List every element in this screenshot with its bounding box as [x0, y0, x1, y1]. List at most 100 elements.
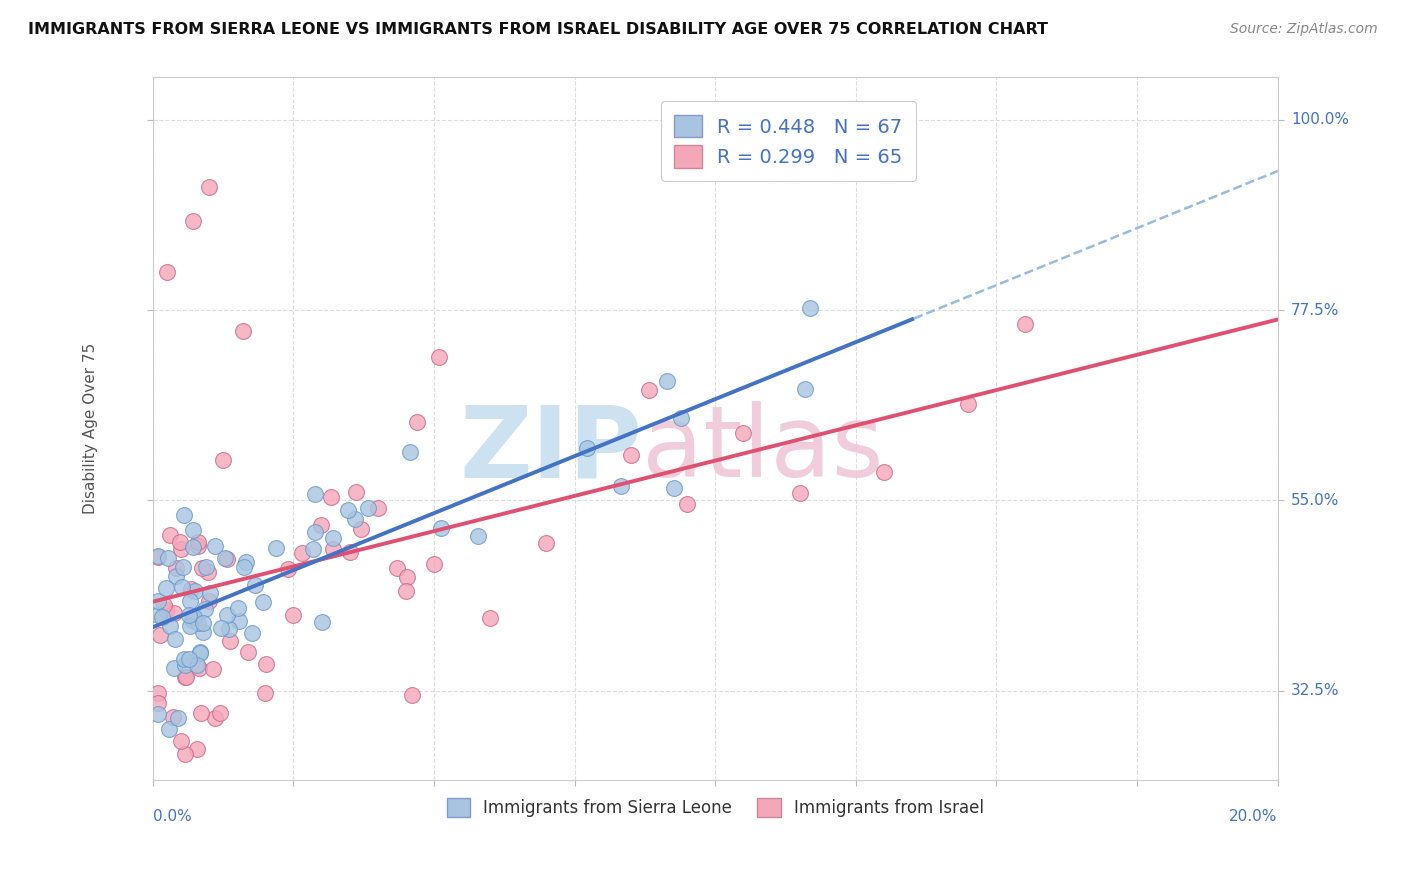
Point: [183, 214, 205, 228]
Point: [610, 479, 633, 493]
Point: [209, 621, 232, 635]
Point: [344, 512, 367, 526]
Point: [204, 539, 226, 553]
Point: [427, 350, 450, 364]
Point: [232, 324, 254, 338]
Point: [157, 550, 180, 565]
Point: [277, 562, 299, 576]
Point: [638, 384, 661, 398]
Point: [733, 426, 755, 441]
Point: [174, 747, 197, 761]
Point: [148, 706, 170, 721]
Point: [179, 593, 201, 607]
Text: 32.5%: 32.5%: [1291, 683, 1340, 698]
Point: [179, 619, 201, 633]
Point: [252, 595, 274, 609]
Point: [148, 685, 170, 699]
Point: [395, 583, 418, 598]
Point: [395, 570, 418, 584]
Text: Source: ZipAtlas.com: Source: ZipAtlas.com: [1230, 22, 1378, 37]
Text: IMMIGRANTS FROM SIERRA LEONE VS IMMIGRANTS FROM ISRAEL DISABILITY AGE OVER 75 CO: IMMIGRANTS FROM SIERRA LEONE VS IMMIGRAN…: [28, 22, 1047, 37]
Point: [198, 585, 221, 599]
Point: [163, 661, 186, 675]
Text: 20.0%: 20.0%: [1229, 809, 1278, 824]
Point: [536, 536, 558, 550]
Point: [240, 626, 263, 640]
Point: [304, 487, 326, 501]
Point: [357, 501, 380, 516]
Point: [180, 613, 202, 627]
Point: [202, 662, 225, 676]
Point: [212, 452, 235, 467]
Text: atlas: atlas: [643, 401, 884, 498]
Point: [228, 615, 250, 629]
Text: 55.0%: 55.0%: [1291, 493, 1340, 508]
Point: [662, 481, 685, 495]
Point: [254, 657, 277, 672]
Point: [957, 397, 980, 411]
Point: [873, 465, 896, 479]
Point: [167, 710, 190, 724]
Point: [173, 652, 195, 666]
Point: [467, 528, 489, 542]
Point: [150, 610, 173, 624]
Point: [233, 559, 256, 574]
Point: [657, 374, 679, 388]
Point: [188, 644, 211, 658]
Point: [236, 644, 259, 658]
Point: [187, 616, 209, 631]
Point: [191, 625, 214, 640]
Point: [794, 382, 817, 396]
Point: [174, 670, 197, 684]
Point: [1014, 317, 1036, 331]
Point: [149, 628, 172, 642]
Point: [162, 710, 184, 724]
Point: [173, 508, 195, 522]
Point: [406, 415, 429, 429]
Point: [148, 550, 170, 565]
Point: [669, 410, 692, 425]
Point: [264, 541, 287, 555]
Point: [195, 560, 218, 574]
Point: [165, 568, 187, 582]
Point: [180, 582, 202, 596]
Point: [186, 657, 208, 672]
Point: [177, 652, 200, 666]
Point: [188, 661, 211, 675]
Point: [155, 603, 177, 617]
Text: 77.5%: 77.5%: [1291, 302, 1340, 318]
Point: [198, 594, 221, 608]
Point: [423, 557, 446, 571]
Point: [198, 180, 221, 194]
Point: [183, 610, 205, 624]
Point: [322, 541, 344, 556]
Point: [209, 706, 232, 720]
Point: [218, 622, 240, 636]
Point: [148, 696, 170, 710]
Point: [429, 521, 451, 535]
Point: [163, 632, 186, 646]
Point: [254, 686, 277, 700]
Point: [165, 561, 187, 575]
Point: [243, 578, 266, 592]
Point: [148, 607, 170, 622]
Point: [620, 448, 643, 462]
Point: [235, 556, 257, 570]
Point: [159, 528, 181, 542]
Point: [322, 532, 344, 546]
Point: [479, 610, 502, 624]
Point: [170, 733, 193, 747]
Point: [169, 535, 191, 549]
Point: [172, 560, 194, 574]
Point: [337, 502, 360, 516]
Point: [204, 711, 226, 725]
Text: 100.0%: 100.0%: [1291, 112, 1350, 128]
Point: [148, 549, 170, 563]
Point: [148, 594, 170, 608]
Point: [174, 658, 197, 673]
Point: [187, 539, 209, 553]
Point: [319, 490, 342, 504]
Text: 0.0%: 0.0%: [153, 809, 191, 824]
Point: [283, 608, 305, 623]
Point: [575, 442, 598, 456]
